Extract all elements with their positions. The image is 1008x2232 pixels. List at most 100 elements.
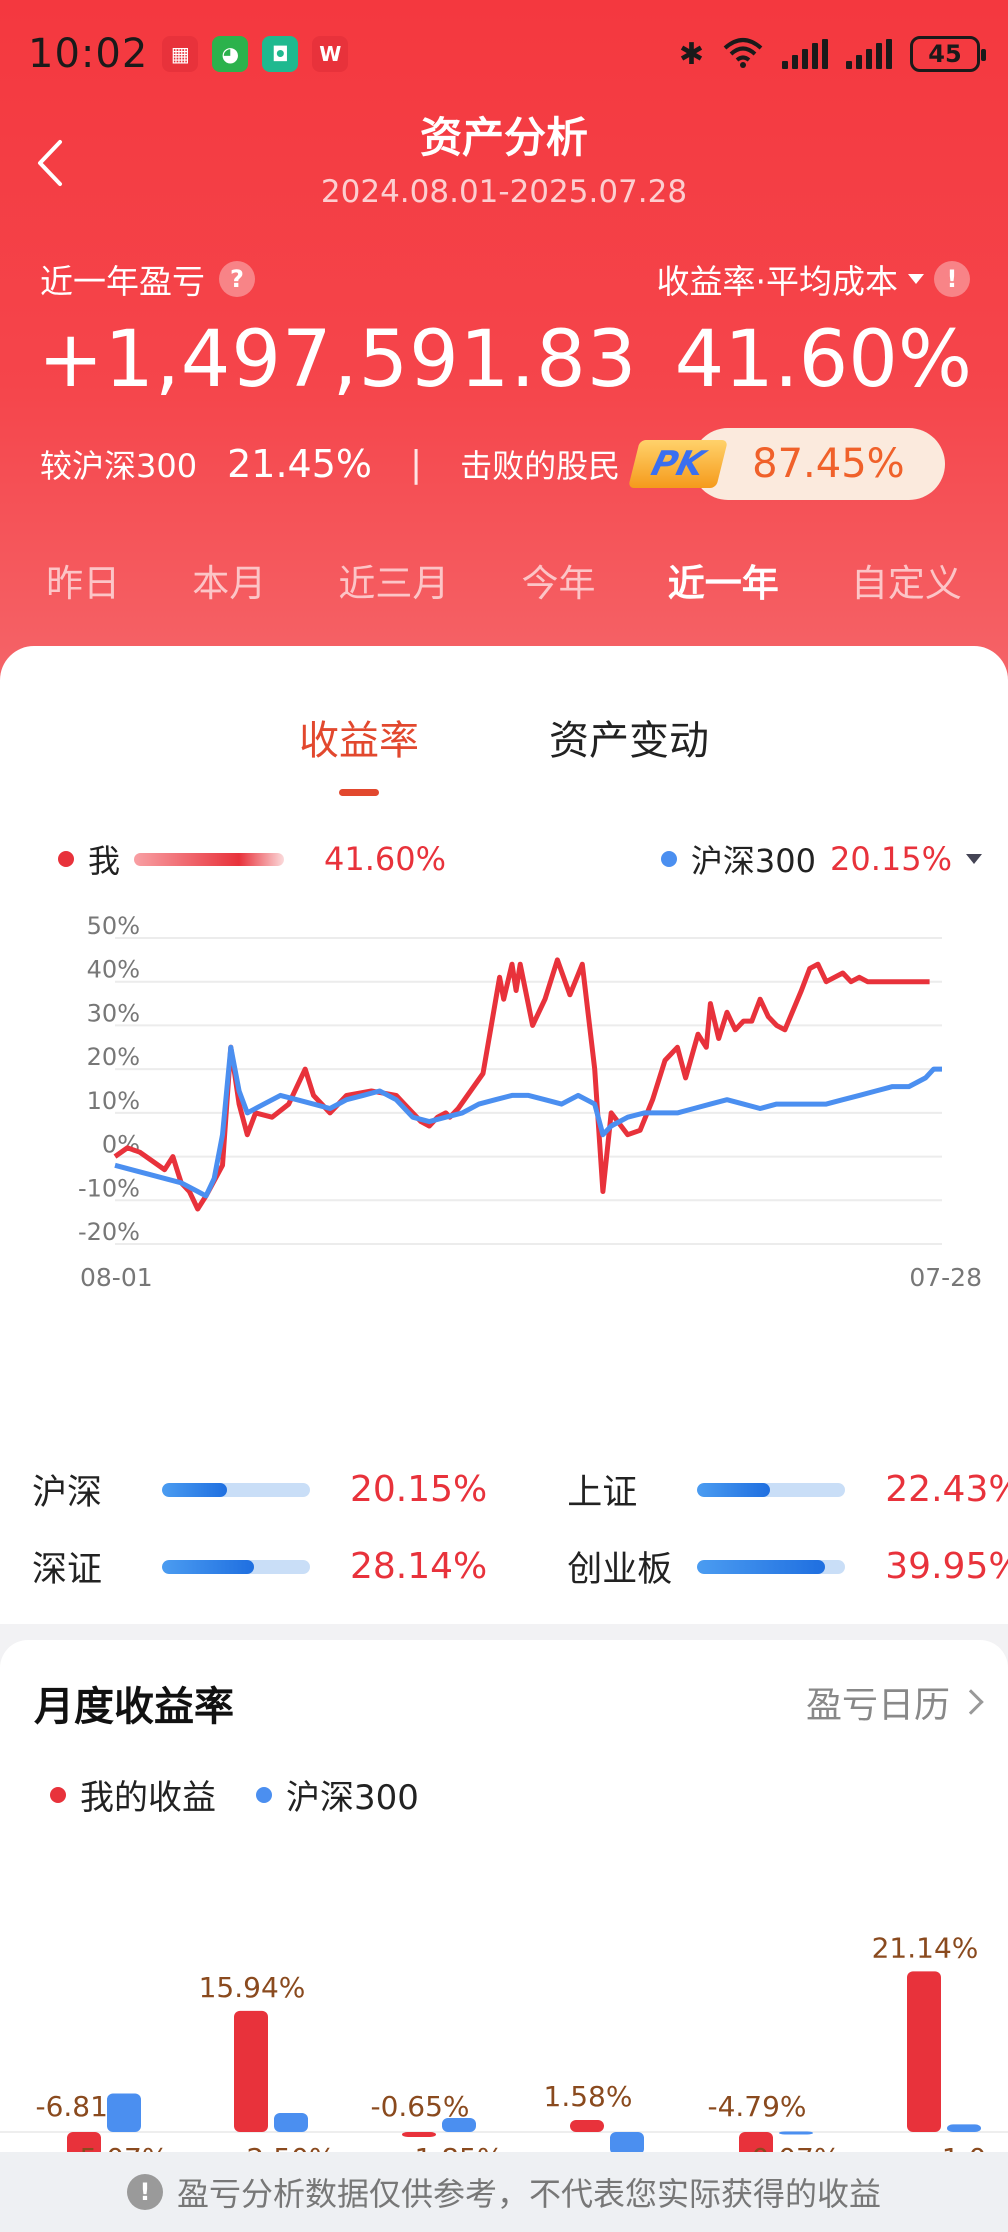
beat-label: 击败的股民 [460,447,621,485]
back-arrow-icon[interactable] [34,138,64,188]
index-name: 沪深 [32,1473,103,1513]
wechat-icon: ◕ [212,36,249,72]
compare-row: 较沪深300 21.45% | 击败的股民 PK 87.45% [40,428,945,500]
bar-my-return [402,2132,436,2137]
rate-label[interactable]: 收益率·平均成本 [656,262,899,301]
bar-index-return [274,2113,308,2132]
index-name: 创业板 [567,1550,673,1590]
y-tick-label: 50% [87,912,140,940]
beat-value[interactable]: 87.45% [692,428,945,500]
signal-icon-2 [846,39,892,69]
legend-me-dot [58,851,74,867]
status-time: 10:02 [28,31,149,77]
bar-my-return [907,1971,941,2132]
bar-index-return [779,2131,813,2135]
rate-value: 41.60% [674,315,972,405]
calendar-link-label[interactable]: 盈亏日历 [805,1685,950,1726]
dropdown-caret-icon[interactable] [966,854,982,864]
legend-index: 沪深300 [286,1778,419,1818]
bar-label-my-return: -0.65% [370,2090,469,2123]
hero-panel: 10:02 ▦ ◕ ◘ W ✱ 45 资产分析 2024.08.01-2025.… [0,0,1008,700]
status-bar: 10:02 ▦ ◕ ◘ W ✱ 45 [28,26,986,82]
legend-me: 我的收益 [80,1778,216,1818]
legend-index-dot [660,851,677,867]
chart-legend: 我 41.60% 沪深300 20.15% [58,836,982,882]
index-selector[interactable]: 沪深300 20.15% [660,836,982,882]
tab-three-months[interactable]: 近三月 [338,562,450,605]
chart-tabs: 收益率 资产变动 [0,708,1008,766]
index-bar-fill [162,1559,254,1574]
tab-yesterday[interactable]: 昨日 [46,562,121,605]
disclaimer-bar: ! 盈亏分析数据仅供参考，不代表您实际获得的收益 [0,2152,1008,2232]
date-range: 2024.08.01-2025.07.28 [320,174,688,210]
mi-app-icon: ◘ [262,36,299,72]
tab-this-year[interactable]: 今年 [521,562,596,605]
y-tick-label: 40% [87,956,140,984]
index-row-sz: 深证 28.14% [32,1541,487,1592]
info-icon[interactable]: ! [934,261,970,297]
return-line-chart: 50%40%30%20%10%0%-10%-20%08-01 07-28 [78,912,982,1292]
y-tick-label: 20% [87,1043,140,1071]
y-tick-label: -20% [78,1218,140,1246]
compare-label: 较沪深300 [40,447,198,485]
bar-my-return [570,2119,604,2132]
compare-value: 21.45% [227,442,372,486]
wifi-icon [722,36,764,72]
index-bar [162,1559,310,1574]
page-title: 资产分析 [419,113,588,162]
index-bar-fill [697,1559,825,1574]
index-value: 22.43% [885,1469,1008,1510]
bar-index-return [107,2093,141,2132]
index-bar [697,1482,846,1497]
index-bar-fill [697,1482,770,1497]
bar-label-my-return: 21.14% [872,1931,979,1964]
tab-custom[interactable]: 自定义 [850,562,962,605]
index-value: 20.15% [350,1469,488,1510]
index-bar-fill [162,1482,228,1497]
bar-index-return [610,2132,644,2155]
index-row-cyb: 创业板 39.95% [567,1541,1008,1592]
legend-index-value[interactable]: 20.15% [829,840,952,878]
pnl-label-group: 近一年盈亏 ? [40,255,255,303]
monthly-legend: 我的收益 沪深300 [50,1770,419,1819]
chevron-right-icon[interactable] [958,1689,984,1715]
tab-asset-change[interactable]: 资产变动 [549,718,709,764]
return-card: 收益率 资产变动 我 41.60% 沪深300 20.15% 50% 40% 30%… [0,646,1008,1624]
pk-button[interactable]: PK 87.45% [628,428,945,500]
pnl-value: +1,497,591.83 [38,315,638,405]
battery-icon: 45 [910,36,986,72]
signal-icon [782,39,828,69]
calendar-link[interactable]: 盈亏日历 [805,1676,984,1728]
legend-dot-me [50,1786,66,1803]
index-name: 上证 [567,1473,638,1513]
index-bar [697,1559,846,1574]
monthly-title: 月度收益率 [34,1684,234,1730]
period-tabs: 昨日 本月 近三月 今年 近一年 自定义 [0,553,1008,607]
bar-label-my-return: 1.58% [544,2080,633,2113]
tab-return-rate[interactable]: 收益率 [299,708,419,766]
info-icon: ! [126,2174,163,2210]
index-return-line [114,1044,942,1199]
separator: | [410,443,423,485]
pnl-label: 近一年盈亏 [40,262,205,301]
y-tick-label: 30% [87,999,140,1027]
x-tick-label: 07-28 [909,1263,982,1292]
index-grid: 沪深 20.15% 上证 22.43% 深证 28.14% 创业板 39.95% [32,1464,1008,1592]
legend-dot-index [256,1786,272,1803]
tab-this-month[interactable]: 本月 [192,562,267,605]
bar-index-return [442,2117,476,2132]
rate-selector[interactable]: 收益率·平均成本 ! [656,255,970,303]
bar-label-my-return: 15.94% [199,1971,306,2004]
dropdown-caret-icon[interactable] [908,274,924,284]
legend-index-label[interactable]: 沪深300 [690,842,816,880]
index-row-hs: 沪深 20.15% [32,1464,487,1515]
help-icon[interactable]: ? [219,261,255,297]
tab-one-year[interactable]: 近一年 [667,562,779,605]
legend-me-value: 41.60% [324,840,447,878]
pk-badge[interactable]: PK [628,440,729,488]
app-notification-icon: ▦ [162,36,199,72]
bar-index-return [947,2124,981,2132]
disclaimer-text: 盈亏分析数据仅供参考，不代表您实际获得的收益 [176,2175,881,2213]
y-tick-label: -10% [78,1174,140,1202]
index-name: 深证 [32,1550,103,1590]
